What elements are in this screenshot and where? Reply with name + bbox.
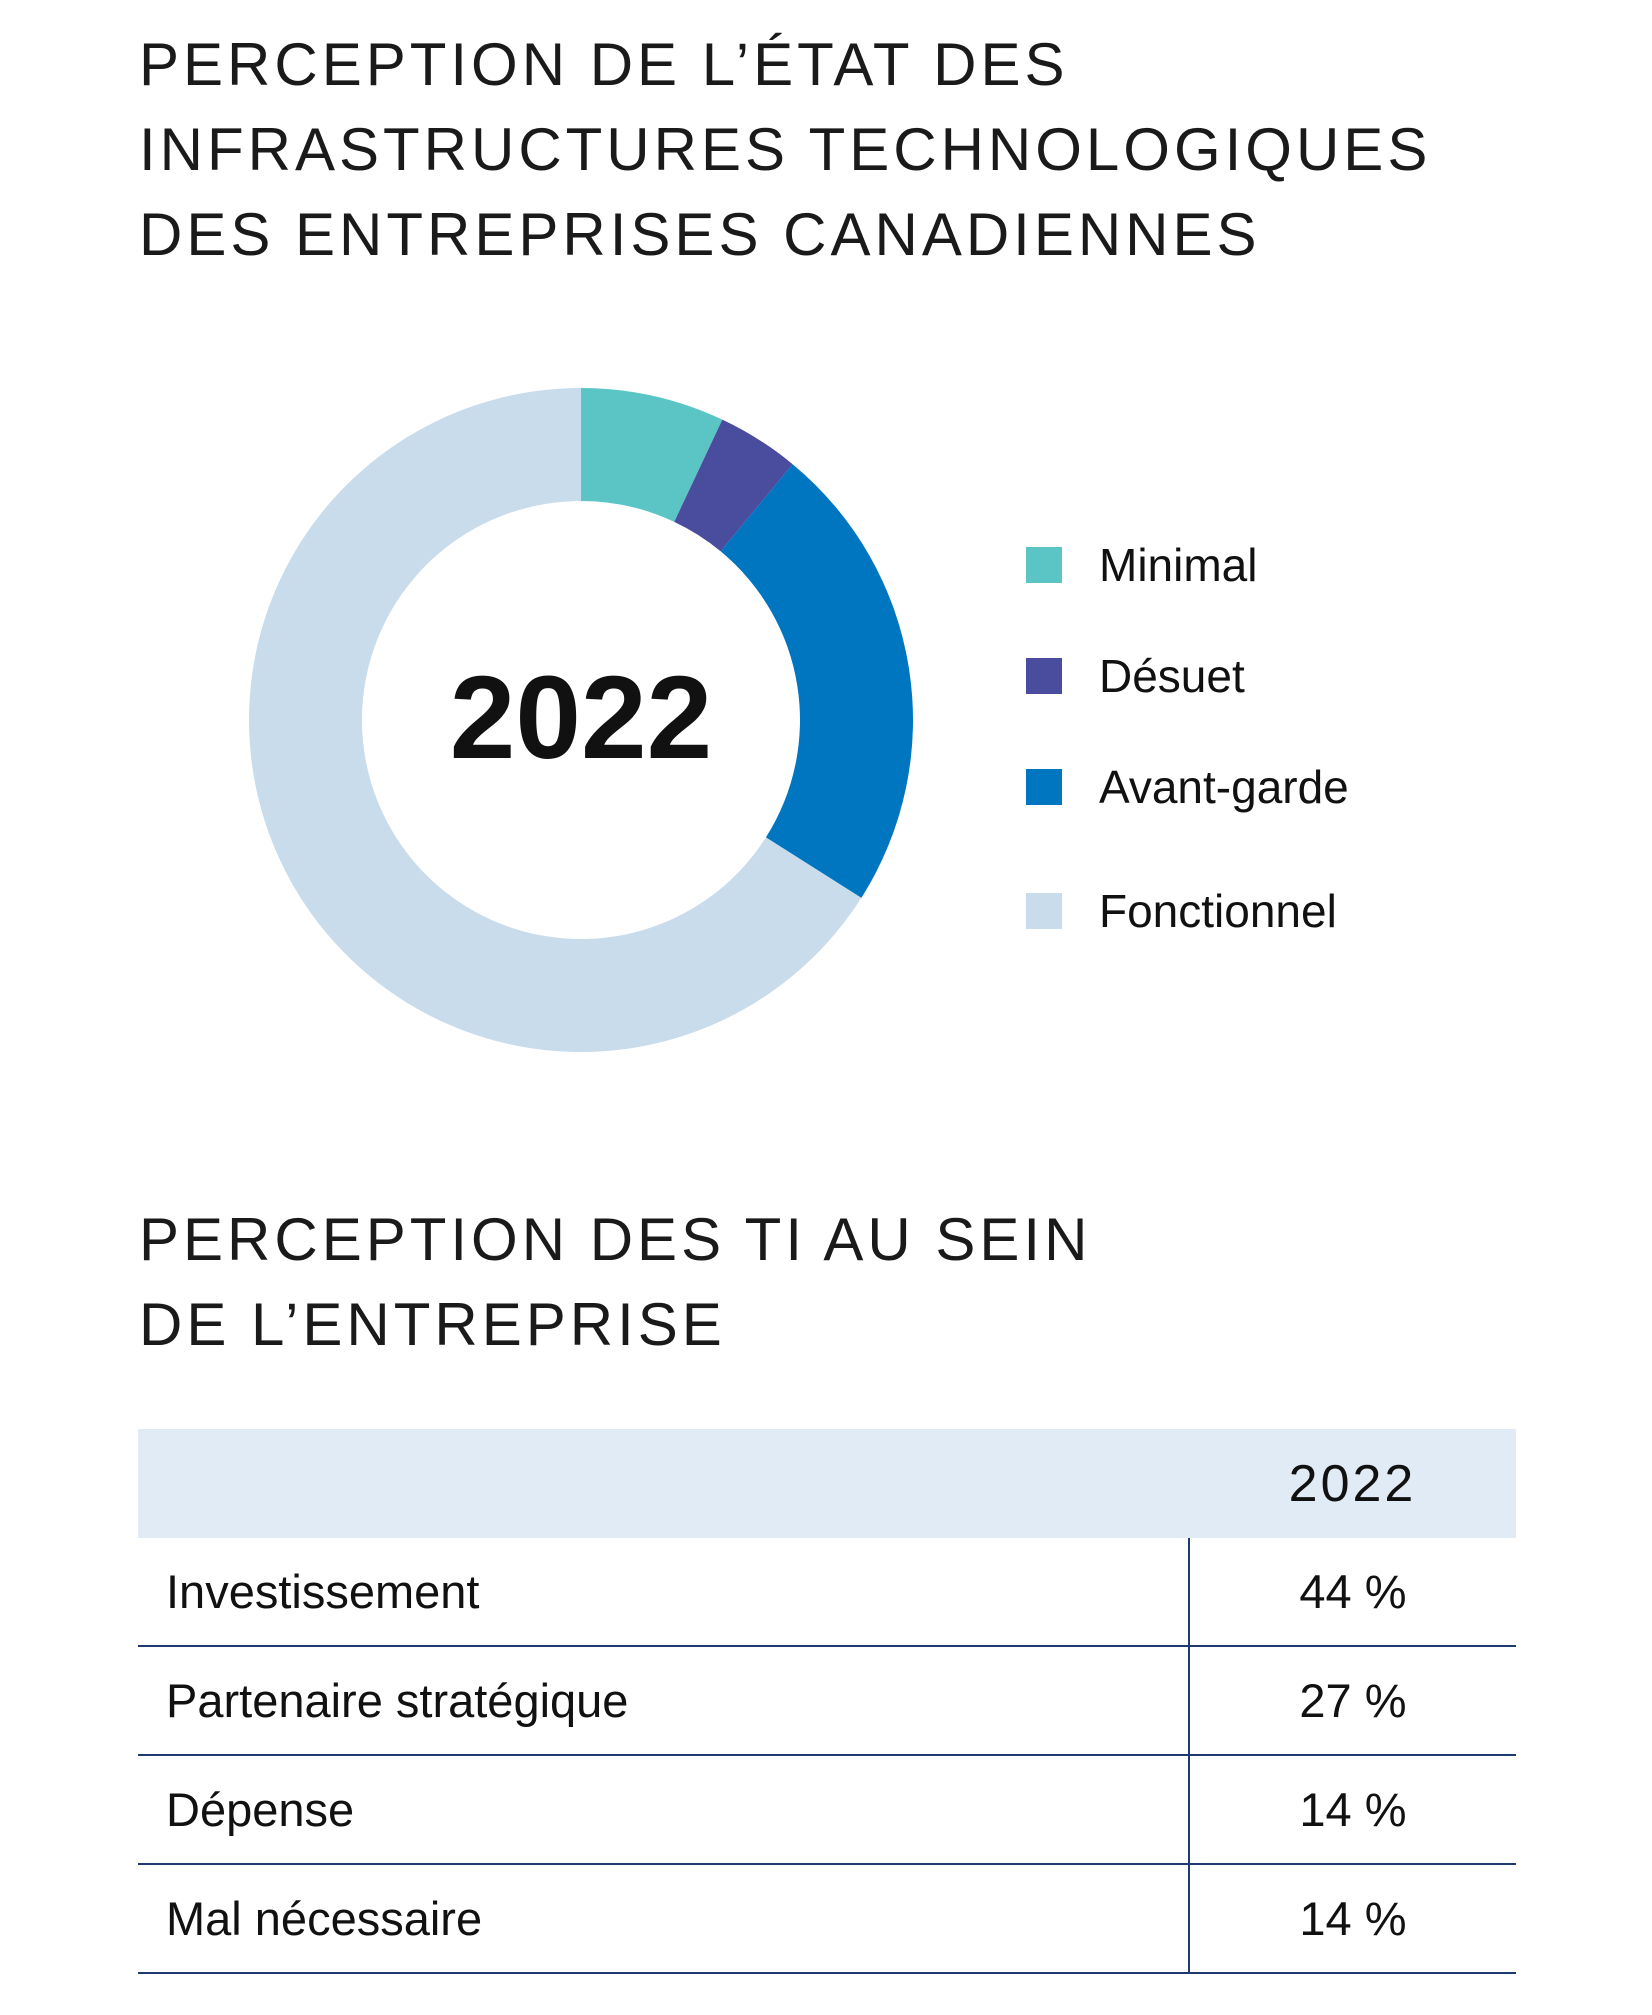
legend-label: Avant-garde — [1099, 761, 1349, 813]
legend-item-avant-garde: Avant-garde — [1026, 760, 1349, 814]
perception-table: 2022 Investissement 44 % Partenaire stra… — [138, 1429, 1516, 1974]
donut-slice-d-suet — [674, 419, 793, 552]
donut-center-label: 2022 — [449, 652, 713, 784]
legend-label: Désuet — [1099, 650, 1245, 702]
title-line: INFRASTRUCTURES TECHNOLOGIQUES — [139, 116, 1432, 183]
row-label: Partenaire stratégique — [138, 1646, 1189, 1756]
legend-label: Fonctionnel — [1099, 885, 1337, 937]
donut-slice-avant-garde — [720, 464, 913, 898]
table-title: PERCEPTION DES TI AU SEIN DE L’ENTREPRIS… — [139, 1197, 1091, 1367]
row-value: 14 % — [1188, 1864, 1516, 1974]
table-row: Dépense 14 % — [138, 1755, 1516, 1865]
legend-swatch — [1026, 893, 1062, 929]
legend-swatch — [1026, 547, 1062, 583]
header-empty — [138, 1429, 1189, 1538]
chart-title: PERCEPTION DE L’ÉTAT DES INFRASTRUCTURES… — [139, 22, 1431, 277]
title-line: PERCEPTION DES TI AU SEIN — [139, 1206, 1092, 1273]
table-row: Mal nécessaire 14 % — [138, 1864, 1516, 1974]
donut-slice-minimal — [581, 388, 723, 522]
legend-item-desuet: Désuet — [1026, 649, 1245, 703]
legend-swatch — [1026, 658, 1062, 694]
title-line: DES ENTREPRISES CANADIENNES — [139, 201, 1261, 268]
title-line: DE L’ENTREPRISE — [139, 1291, 726, 1358]
row-label: Mal nécessaire — [138, 1864, 1189, 1974]
donut-slice-fonctionnel — [248, 388, 862, 1052]
donut-chart — [248, 388, 913, 1052]
row-value: 44 % — [1188, 1538, 1516, 1647]
row-value: 14 % — [1188, 1755, 1516, 1865]
header-year: 2022 — [1189, 1429, 1516, 1538]
legend-item-fonctionnel: Fonctionnel — [1026, 884, 1337, 938]
table-row: Partenaire stratégique 27 % — [138, 1646, 1516, 1756]
row-value: 27 % — [1188, 1646, 1516, 1756]
table-header-row: 2022 — [138, 1429, 1516, 1538]
legend-item-minimal: Minimal — [1026, 538, 1257, 592]
title-line: PERCEPTION DE L’ÉTAT DES — [139, 31, 1069, 98]
row-label: Dépense — [138, 1755, 1189, 1865]
row-label: Investissement — [138, 1538, 1189, 1647]
legend-swatch — [1026, 769, 1062, 805]
table-row: Investissement 44 % — [138, 1538, 1516, 1647]
legend-label: Minimal — [1099, 539, 1258, 591]
